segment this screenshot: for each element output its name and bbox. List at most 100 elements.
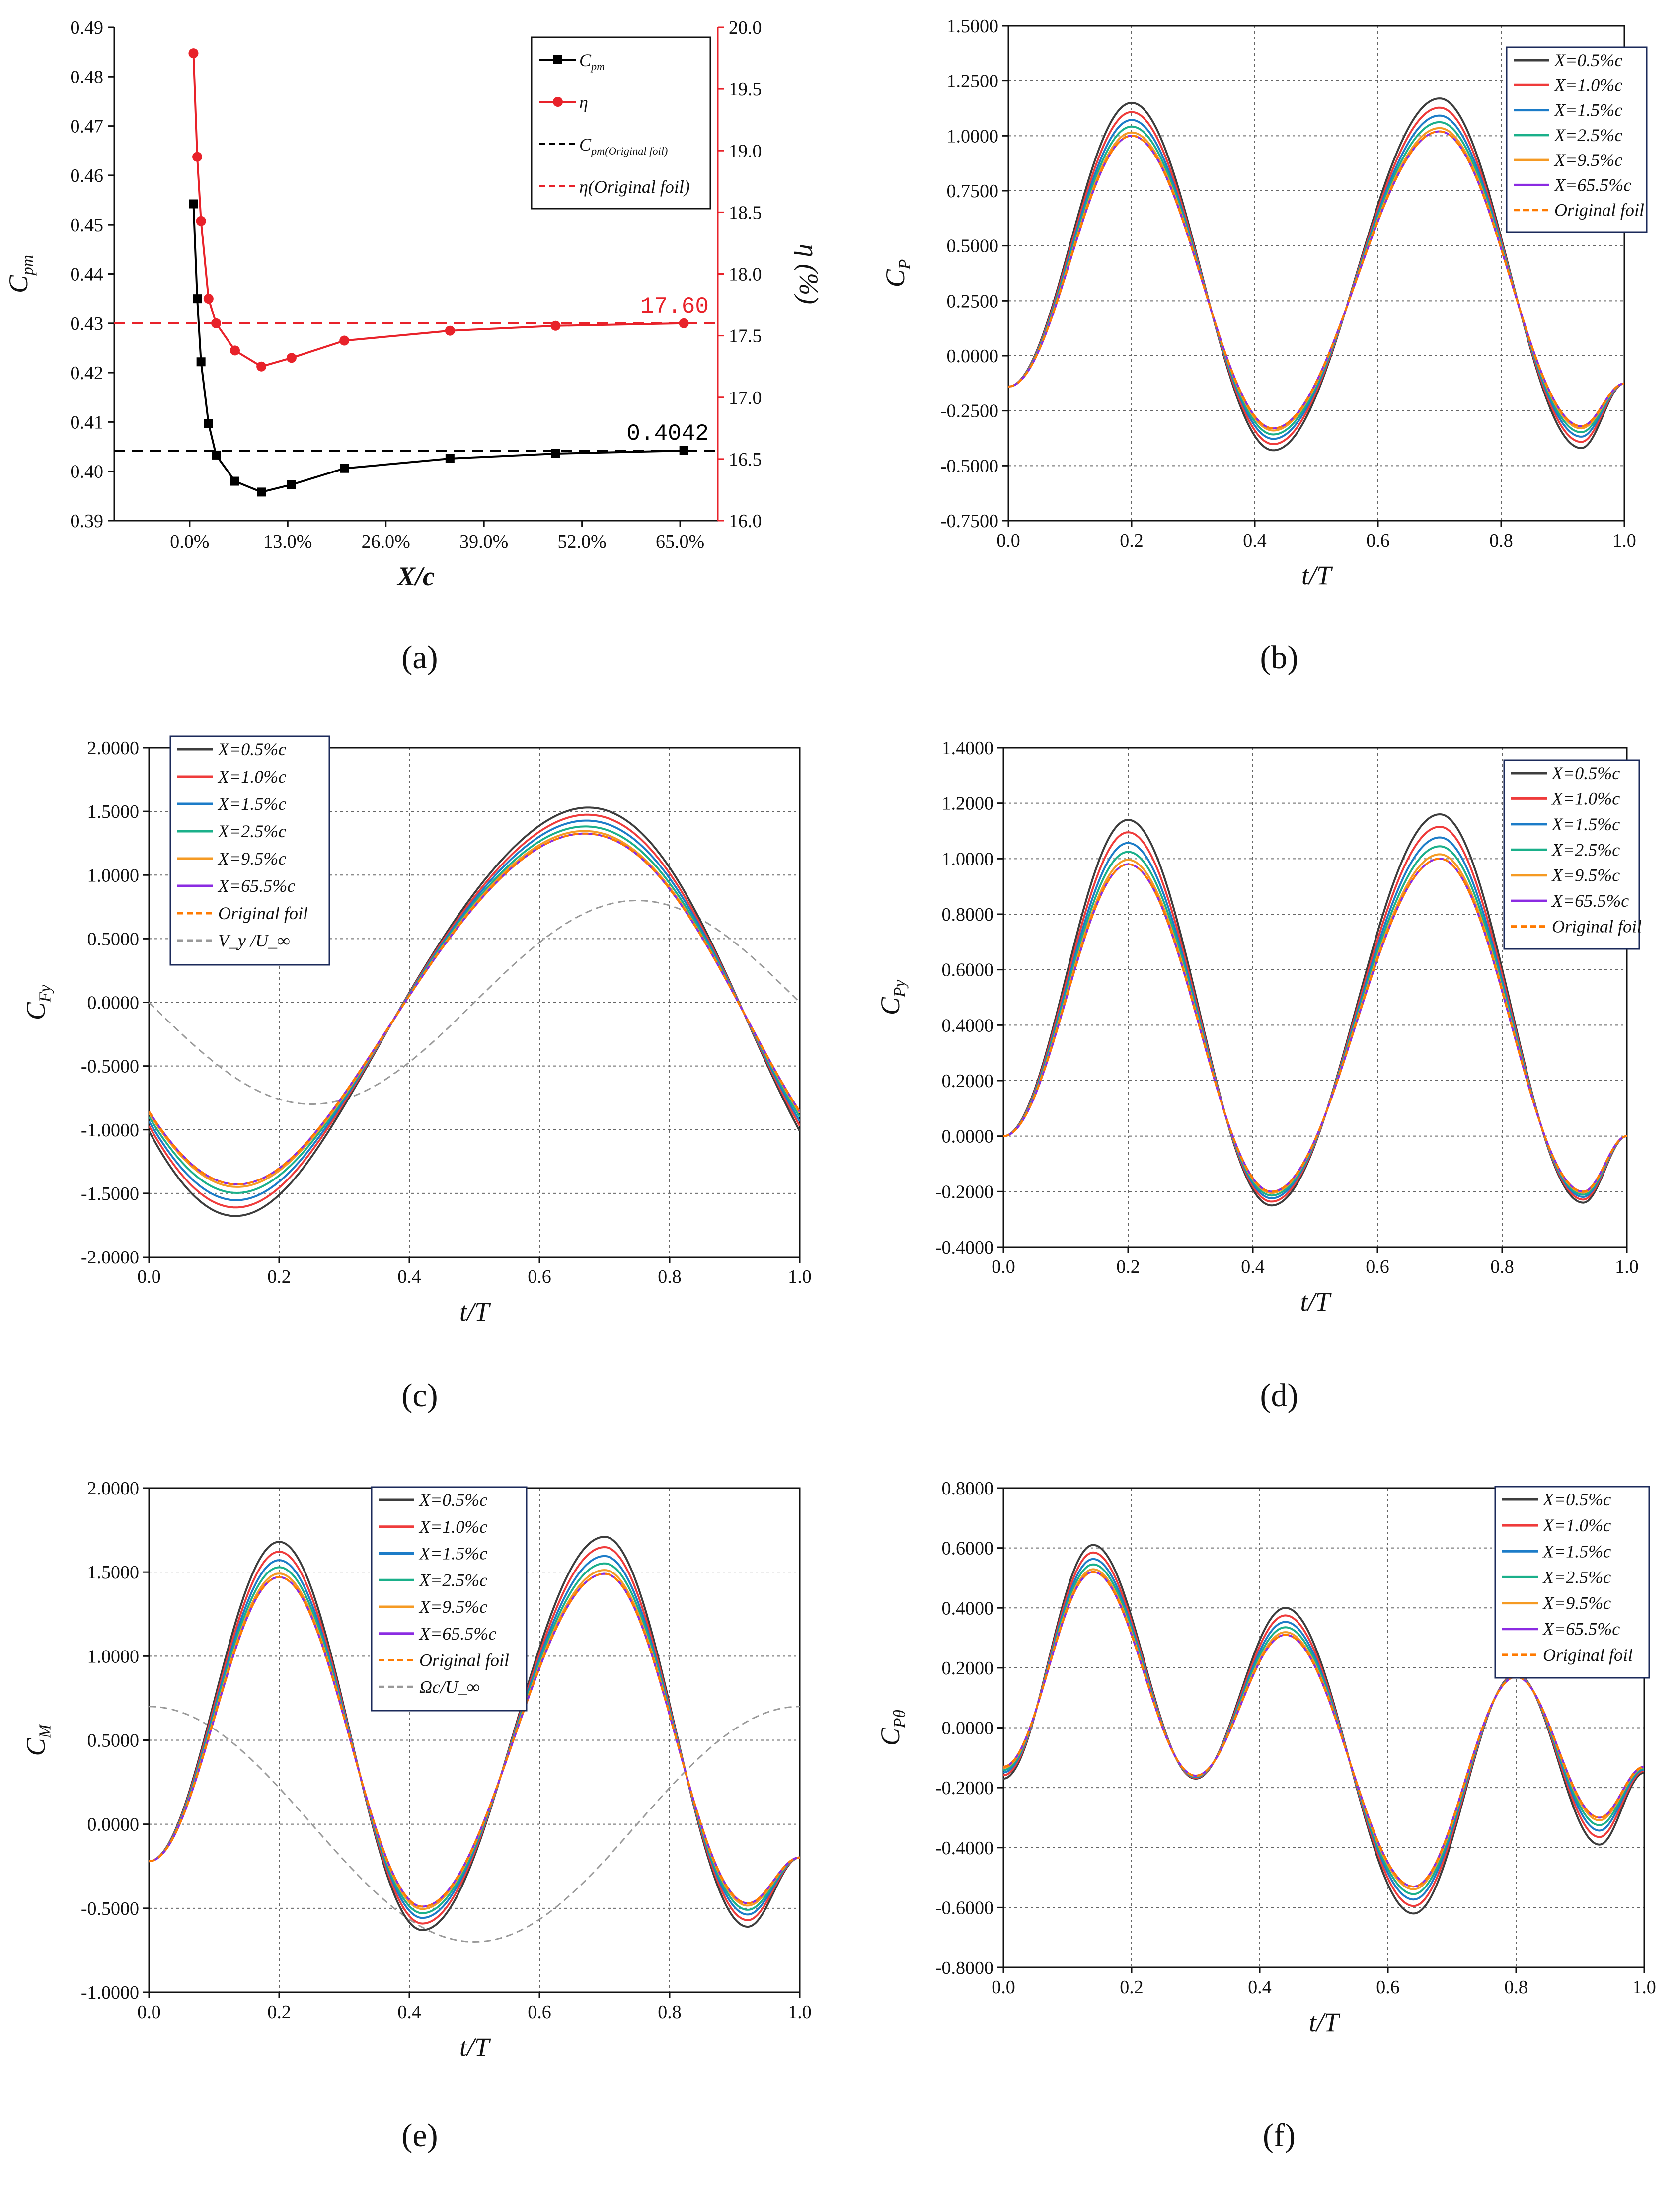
reference-label: 0.4042 — [626, 421, 709, 447]
reference-curve — [149, 1706, 800, 1943]
legend-label: Ωc/U_∞ — [419, 1677, 480, 1697]
y2-tick-label: 19.5 — [729, 79, 762, 100]
y-tick-label: -0.6000 — [935, 1897, 993, 1918]
y2-tick-label: 19.0 — [729, 141, 762, 161]
x-tick-label: 0.2 — [1120, 1977, 1144, 1998]
panel-label: (d) — [1260, 1377, 1298, 1414]
x-tick-label: 0.4 — [397, 1266, 421, 1287]
series-line — [1003, 858, 1627, 1193]
legend-label: X=1.0%c — [418, 1517, 487, 1537]
y2-tick-label: 17.0 — [729, 388, 762, 408]
series-line — [149, 819, 800, 1201]
data-point — [445, 454, 455, 463]
y-tick-label: 0.6000 — [942, 960, 994, 981]
y-tick-label: -0.2000 — [935, 1778, 993, 1799]
x-tick-label: 0.8 — [1504, 1977, 1528, 1998]
y-tick-label: 0.2000 — [942, 1071, 994, 1092]
y-tick-label: -0.2500 — [940, 401, 998, 422]
series-line — [192, 204, 684, 493]
y-tick-label: 1.5000 — [87, 1562, 140, 1583]
y-tick-label: 0.49 — [71, 17, 104, 38]
legend-marker — [553, 55, 562, 64]
y2-tick-label: 17.5 — [729, 326, 762, 347]
legend-label: Original foil — [419, 1651, 509, 1670]
x-tick-label: 52.0% — [558, 531, 607, 552]
y-tick-label: -0.2000 — [935, 1181, 993, 1202]
legend-label: X=1.0%c — [217, 767, 286, 786]
y-tick-label: 0.43 — [71, 314, 104, 334]
x-tick-label: 0.4 — [1248, 1977, 1272, 1998]
legend-label: X=65.5%c — [1553, 175, 1631, 195]
plot-frame — [1002, 747, 1628, 1248]
x-tick-label: 13.0% — [263, 531, 312, 552]
y-tick-label: -2.0000 — [81, 1247, 139, 1268]
x-tick-label: 0.8 — [1489, 530, 1513, 551]
y-tick-label: 0.8000 — [942, 904, 994, 925]
legend-label: X=9.5%c — [217, 849, 286, 868]
legend-label: Original foil — [1554, 200, 1644, 220]
curves — [149, 806, 800, 1217]
data-point — [196, 357, 206, 367]
y-tick-label: 0.48 — [71, 67, 104, 87]
legend-label-group: η(Original foil) — [579, 177, 690, 197]
legend-label: X=0.5%c — [217, 739, 286, 759]
x-tick-label: 0.6 — [528, 1266, 551, 1287]
y-axis-label-group: CPy — [875, 980, 909, 1015]
y-tick-label: 1.0000 — [87, 1646, 140, 1667]
legend-label: Cpm(Original foil) — [579, 135, 668, 157]
x-tick-label: 0.2 — [1116, 1257, 1140, 1277]
y-tick-label: 0.0000 — [942, 1126, 994, 1147]
legend-label: X=2.5%c — [1551, 840, 1620, 860]
chart-0: 0.39 0.40 0.41 0.42 0.43 0.44 0.45 0.46 0.47 0.48… — [3, 17, 824, 591]
y-tick-label: -0.4000 — [935, 1237, 993, 1258]
x-tick-label: 0.6 — [1376, 1977, 1400, 1998]
y-tick-label: 1.2000 — [942, 793, 994, 814]
x-tick-label: 0.2 — [267, 1266, 291, 1287]
y-tick-label: 0.0000 — [947, 346, 999, 367]
reference-curve — [149, 900, 800, 1105]
x-tick-label: 0.8 — [658, 1266, 682, 1287]
x-tick-label: 0.2 — [1120, 530, 1144, 551]
y-tick-label: 1.0000 — [87, 865, 140, 886]
data-point — [192, 152, 203, 162]
x-tick-label: 0.4 — [1241, 1257, 1265, 1277]
y-tick-label: 0.5000 — [947, 236, 999, 257]
legend-label: Original foil — [1543, 1645, 1633, 1665]
legend-label: V_y /U_∞ — [218, 931, 290, 950]
y-axis-label: CPθ — [875, 1710, 909, 1746]
legend-box — [1494, 1486, 1650, 1679]
y-tick-label: 0.45 — [71, 215, 104, 236]
legend-label: X=65.5%c — [1542, 1619, 1620, 1639]
y-tick-label: 2.0000 — [87, 1478, 140, 1499]
chart-1: 0.0 0.2 0.4 0.6 0.8 1.0 -0.7500 -0.5000 -0.2500 0… — [880, 16, 1648, 590]
legend-label: X=0.5%c — [1551, 763, 1620, 783]
data-point — [188, 48, 199, 59]
y-tick-label: -0.4000 — [935, 1838, 993, 1859]
legend-label: X=1.5%c — [1551, 814, 1620, 834]
reference-label: 17.60 — [640, 294, 709, 319]
x-tick-label: 0.0 — [992, 1977, 1015, 1998]
legend-label: X=1.0%c — [1553, 75, 1622, 95]
data-point — [203, 294, 214, 304]
data-point — [340, 464, 349, 473]
legend: X=0.5%c X=1.0%c X=1.5%c X=2.5%c X=9.5%c X=65.… — [1494, 1486, 1650, 1679]
legend-label-group: Cpm(Original foil) — [579, 135, 668, 157]
legend-label: Original foil — [218, 903, 308, 923]
legend-label: X=1.0%c — [1542, 1515, 1611, 1535]
legend-label: X=1.5%c — [418, 1544, 487, 1564]
legend-box — [531, 36, 711, 210]
data-point — [339, 335, 350, 346]
legend-label: X=1.5%c — [217, 794, 286, 814]
y-tick-label: 2.0000 — [87, 738, 140, 759]
y2-axis-label: η (%) — [794, 244, 824, 304]
legend: Cpm η Cpm(Original foil) η(Original foil) — [531, 36, 711, 210]
x-tick-label: 26.0% — [362, 531, 410, 552]
x-axis-label: t/T — [459, 2032, 491, 2062]
y-tick-label: -0.5000 — [940, 456, 998, 476]
curves — [149, 1536, 800, 1943]
curves — [1003, 1544, 1644, 1915]
x-tick-label: 0.6 — [1366, 1257, 1389, 1277]
data-point — [196, 216, 206, 226]
legend-label: X=9.5%c — [418, 1597, 487, 1617]
data-point — [212, 450, 221, 460]
